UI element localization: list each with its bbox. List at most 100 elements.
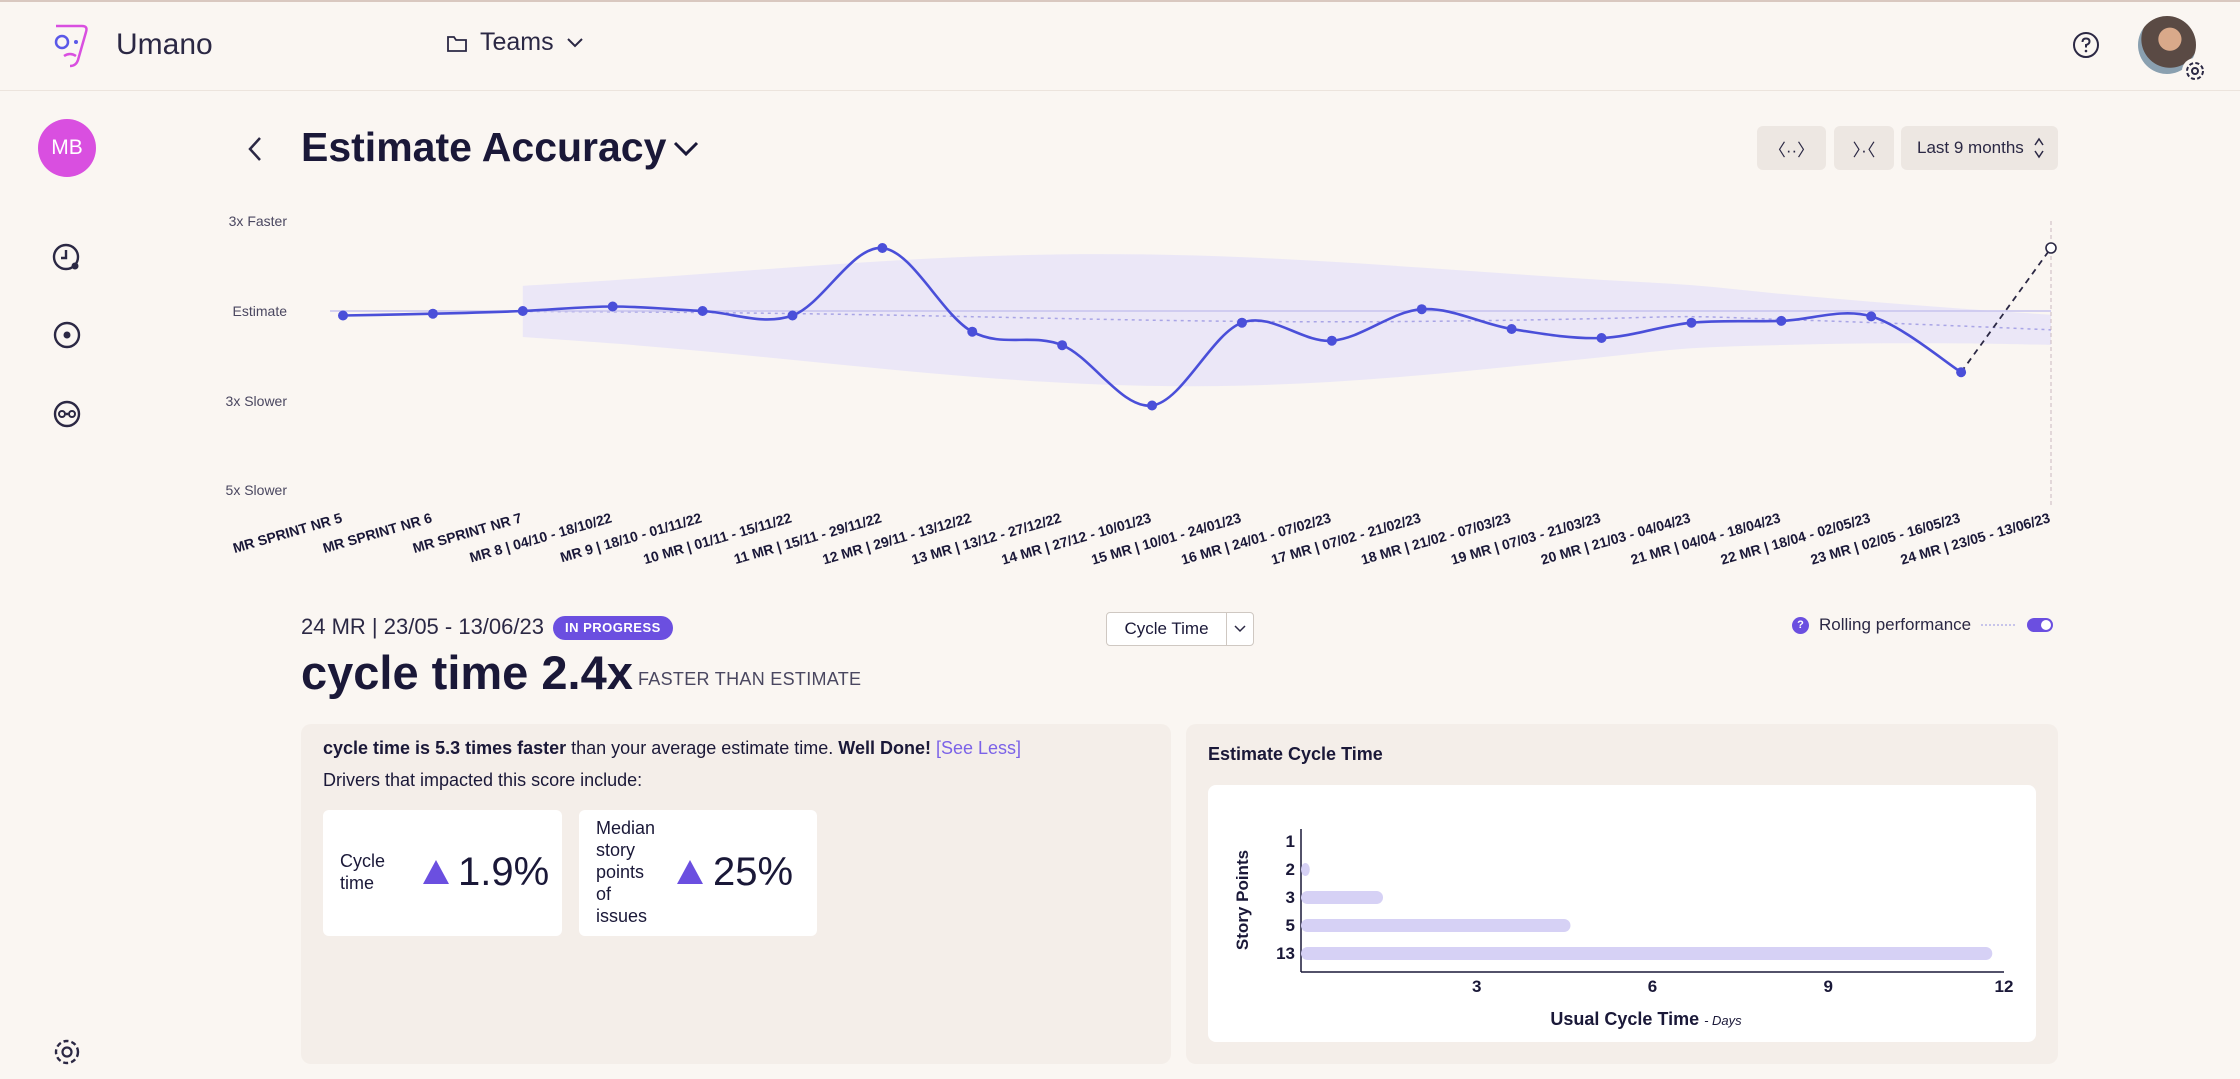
- gear-icon[interactable]: [2180, 56, 2210, 86]
- in-progress-line: [1960, 247, 2052, 373]
- sort-arrows-icon: [2034, 137, 2044, 159]
- data-point: [697, 306, 708, 316]
- x-tick-label: 9: [1824, 977, 1833, 996]
- team-selector[interactable]: Teams: [446, 28, 584, 57]
- umano-logo-icon[interactable]: [50, 22, 94, 70]
- data-point: [1686, 317, 1697, 328]
- estimate-chart-title: Estimate Cycle Time: [1208, 744, 1383, 764]
- data-point: [1956, 367, 1967, 378]
- drivers-heading: Drivers that impacted this score include…: [323, 770, 643, 790]
- app-name: Umano: [116, 28, 213, 61]
- bar: [1301, 919, 1571, 932]
- data-point: [517, 306, 528, 316]
- estimate-cycle-panel: Estimate Cycle Time 1 2 3 5 13 3 6 9 12 Story Poi…: [1186, 724, 2058, 1064]
- bar: [1301, 863, 1310, 876]
- driver-card: Cycle time 1.9%: [323, 810, 562, 936]
- bar: [1301, 947, 1993, 960]
- data-point: [877, 243, 888, 253]
- selected-period: 24 MR | 23/05 - 13/06/23: [301, 614, 544, 639]
- y-tick-label: 5: [1286, 916, 1295, 935]
- data-point: [1416, 304, 1427, 315]
- rolling-performance: ? Rolling performance: [1792, 615, 2054, 635]
- x-tick-label: 20 MR | 21/03 - 04/04/23: [1539, 509, 1693, 567]
- data-point: [1326, 335, 1337, 346]
- summary-bold: cycle time is 5.3 times faster: [323, 738, 567, 758]
- chevron-down-icon: [1234, 625, 1246, 633]
- data-point: [1236, 317, 1247, 328]
- x-tick-label: 14 MR | 27/12 - 10/01/23: [1000, 509, 1154, 567]
- help-icon[interactable]: [2072, 31, 2100, 59]
- metric-selector-value: Cycle Time: [1107, 613, 1227, 645]
- y-tick-label: 1: [1286, 832, 1295, 851]
- driver-card: Median story points of issues 25%: [579, 810, 817, 936]
- x-tick-label: 12: [1995, 977, 2014, 996]
- period-selector[interactable]: Last 9 months: [1901, 126, 2058, 170]
- y-tick-label: 13: [1276, 944, 1295, 963]
- team-selector-label: Teams: [480, 28, 554, 56]
- rolling-band: [522, 254, 2051, 387]
- chevron-down-icon: [566, 37, 583, 47]
- back-chevron-icon[interactable]: [244, 134, 268, 166]
- x-tick-label: 18 MR | 21/02 - 07/03/23: [1359, 509, 1513, 567]
- collapse-icon: 〉·〈: [1852, 140, 1876, 160]
- rolling-toggle[interactable]: [2027, 618, 2054, 632]
- data-point: [1596, 333, 1607, 343]
- data-point: [1866, 311, 1877, 322]
- data-point: [427, 308, 438, 319]
- y-tick-label: 3x Faster: [229, 213, 288, 229]
- data-point-in-progress: [2045, 242, 2057, 254]
- metric-direction: FASTER THAN ESTIMATE: [638, 669, 862, 689]
- x-tick-label: 23 MR | 02/05 - 16/05/23: [1809, 509, 1963, 567]
- metric-selector[interactable]: Cycle Time: [1106, 612, 1254, 646]
- summary-well-done: Well Done!: [838, 738, 931, 758]
- x-axis-label: Usual Cycle Time - Days: [1550, 1009, 1742, 1029]
- summary-rest: than your average estimate time.: [566, 738, 839, 758]
- page-title: Estimate Accuracy: [301, 124, 667, 170]
- x-tick-label: 16 MR | 24/01 - 07/02/23: [1179, 509, 1333, 567]
- driver-label: Median story points of issues: [596, 818, 656, 926]
- help-icon[interactable]: ?: [1792, 616, 1809, 634]
- estimate-chart-box: 1 2 3 5 13 3 6 9 12 Story Points Usual Cycle Time …: [1208, 785, 2036, 1042]
- data-point: [1057, 340, 1068, 351]
- x-tick-label: 15 MR | 10/01 - 24/01/23: [1089, 509, 1243, 567]
- sidebar-user-avatar[interactable]: MB: [38, 119, 96, 177]
- driver-value: 25%: [713, 850, 794, 894]
- triangle-up-icon: [423, 860, 449, 884]
- y-tick-label: 5x Slower: [226, 482, 288, 498]
- x-tick-label: 10 MR | 01/11 - 15/11/22: [641, 509, 793, 567]
- y-tick-label: 2: [1286, 860, 1295, 879]
- data-point: [1776, 315, 1787, 326]
- y-tick-label: Estimate: [233, 303, 288, 319]
- team-link-icon[interactable]: [51, 398, 83, 430]
- see-less-link[interactable]: [See Less]: [935, 738, 1022, 758]
- driver-label: Cycle time: [340, 851, 386, 893]
- expand-range-button[interactable]: 〈··〉: [1757, 126, 1826, 170]
- x-tick-label: 17 MR | 07/02 - 21/02/23: [1269, 509, 1423, 567]
- data-point: [967, 326, 978, 337]
- collapse-range-button[interactable]: 〉·〈: [1834, 126, 1894, 170]
- status-badge: IN PROGRESS: [553, 616, 673, 640]
- x-tick-label: 3: [1472, 977, 1481, 996]
- settings-gear-icon[interactable]: [51, 1036, 83, 1068]
- summary-panel: cycle time is 5.3 times faster than your…: [301, 724, 1171, 1064]
- data-point: [1506, 324, 1517, 334]
- title-chevron-down-icon[interactable]: [672, 140, 700, 158]
- summary-text: cycle time is 5.3 times faster than your…: [323, 738, 1021, 759]
- x-tick-label: 21 MR | 04/04 - 18/04/23: [1629, 509, 1783, 567]
- data-point: [338, 310, 348, 321]
- triangle-up-icon: [677, 860, 703, 884]
- y-tick-label: 3x Slower: [226, 393, 288, 409]
- x-tick-label: 12 MR | 29/11 - 13/12/22: [821, 509, 974, 567]
- clock-check-icon[interactable]: [51, 242, 83, 274]
- y-tick-label: 3: [1286, 888, 1295, 907]
- data-point: [607, 301, 618, 312]
- headline-metric: cycle time 2.4x: [301, 646, 633, 699]
- bar: [1301, 891, 1384, 904]
- x-tick-label: 19 MR | 07/03 - 21/03/23: [1449, 509, 1603, 567]
- target-icon[interactable]: [51, 319, 83, 351]
- x-tick-label: 22 MR | 18/04 - 02/05/23: [1719, 509, 1873, 567]
- x-axis-unit: - Days: [1704, 1013, 1742, 1028]
- x-tick-label: 24 MR | 23/05 - 13/06/23: [1899, 509, 2053, 567]
